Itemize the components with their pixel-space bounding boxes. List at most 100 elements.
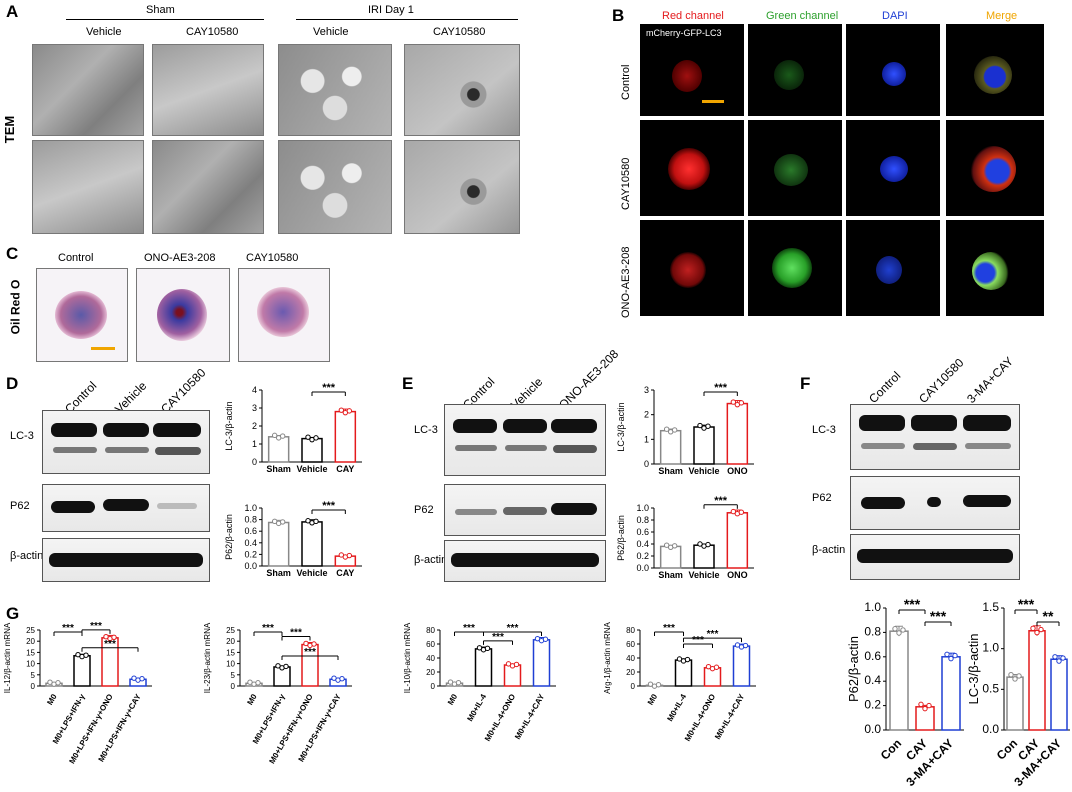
data-point [738,400,745,406]
channel-label-green: Green channel [766,10,839,22]
y-tick-label: 15 [226,648,235,657]
blot-row-label: LC-3 [414,424,438,436]
y-tick-label: 15 [26,648,35,657]
blot-band [105,447,149,453]
western-blot-lc3 [850,404,1020,470]
channel-label-dapi: DAPI [882,10,908,22]
tem-image [278,44,392,136]
data-point [1052,654,1058,660]
western-blot-p62 [42,484,210,532]
sig-label: *** [707,629,719,640]
y-tick-label: 40 [626,654,635,663]
data-point [279,519,286,525]
bar [732,645,751,687]
category-label: CAY [336,464,354,474]
data-point [513,661,520,668]
bar [674,659,693,687]
cell-stain [257,287,309,337]
data-point [1012,676,1018,682]
tem-row-label: TEM [2,115,18,144]
y-tick-label: 1.0 [244,503,257,513]
y-axis-label: IL-12/β-actin mRNA [3,622,12,693]
y-tick-label: 0.4 [244,538,257,548]
data-point [111,634,117,640]
data-point [730,399,737,405]
y-tick-label: 20 [226,637,235,646]
chart-e1: 0 1 2 3 LC-3/β-actin Sham Vehicle ONO *** [616,382,754,476]
data-point [338,552,345,558]
blot-row-label: β-actin [414,554,448,566]
y-tick-label: 0.2 [244,549,257,559]
iri-group-label: IRI Day 1 [368,4,414,16]
y-axis-label: P62/β-actin [616,515,626,561]
data-point [1038,626,1044,633]
data-point [900,627,906,633]
confocal-panel [748,24,842,116]
blot-band [155,447,201,455]
data-point [944,651,950,658]
category-label: Sham [266,464,291,474]
panel-label-b: B [612,6,625,25]
data-point [684,656,691,663]
data-point [697,541,703,547]
y-tick-label: 0.0 [244,561,257,571]
blot-band [153,423,201,437]
blot-band [927,497,941,507]
data-point [313,518,319,525]
sig-label: ** [1043,608,1054,624]
data-point [338,407,345,413]
iri-group-line [296,19,518,20]
sig-label: *** [714,495,728,507]
western-blot-lc3 [444,404,606,476]
lane-label: CAY10580 [916,355,967,406]
confocal-panel [946,24,1044,116]
data-point [1034,629,1040,636]
panel-label-e: E [402,374,414,393]
green-cell-signal [774,154,808,186]
confocal-panel [846,220,940,316]
data-point [1016,673,1022,679]
data-point [926,702,932,709]
dapi-nucleus [876,256,902,284]
category-label: M0+IL-4 [665,692,688,723]
data-point [918,701,924,708]
construct-label: mCherry-GFP-LC3 [646,28,722,38]
data-point [1008,671,1014,678]
data-point [713,664,720,670]
chart-f2: 0.00.51.01.5LC-3/β-actinConCAY3-MA+CAY**… [966,596,1070,789]
bar [532,639,551,687]
data-point [1060,655,1066,661]
bar [659,429,682,465]
tem-image [152,44,264,136]
sig-label: *** [930,608,947,624]
channel-label-red: Red channel [662,10,724,22]
lane-label: Control [866,368,904,406]
panel-label-d: D [6,374,19,393]
merge-cell [970,146,1016,192]
sig-label: *** [90,621,102,632]
panel-label-a: A [6,2,19,21]
scale-bar [91,347,115,350]
sig-label: *** [1018,596,1035,612]
blot-band [553,445,597,453]
y-tick-label: 0.0 [982,722,999,736]
col-label-vehicle-sham: Vehicle [86,26,122,38]
tem-image [152,140,264,234]
sig-label: *** [714,382,728,394]
category-label: Sham [658,466,683,476]
category-label: M0 [245,692,259,707]
category-label: Sham [658,570,683,580]
data-point [1056,658,1062,664]
blot-band [103,499,149,511]
y-axis-label: IL-23/β-actin mRNA [203,622,212,693]
tem-image [404,140,520,234]
merge-cell [974,56,1012,94]
bar [726,512,749,569]
blot-band [103,423,149,437]
row-label-ono: ONO-AE3-208 [620,246,632,318]
lane-label: CAY10580 [158,365,209,416]
blot-band [857,549,1013,563]
blot-band [503,419,547,433]
category-label: Con [878,736,904,762]
